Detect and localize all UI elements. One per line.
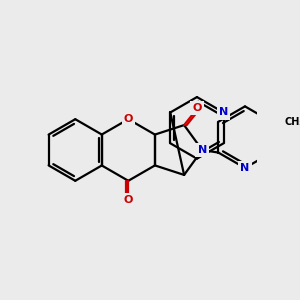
Text: N: N	[240, 163, 250, 173]
Text: CH₃: CH₃	[285, 117, 300, 127]
Text: N: N	[219, 107, 228, 118]
Text: O: O	[124, 114, 133, 124]
Text: O: O	[124, 195, 133, 205]
Text: O: O	[192, 103, 202, 113]
Text: N: N	[198, 145, 207, 155]
